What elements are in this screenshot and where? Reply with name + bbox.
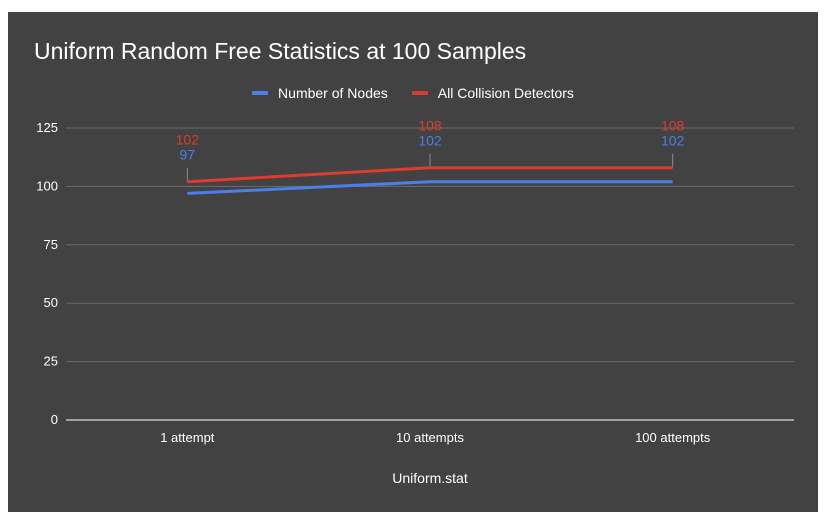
legend-item-nodes: Number of Nodes [252, 85, 388, 101]
data-label: 102 [176, 132, 200, 148]
y-tick-label: 100 [36, 178, 58, 193]
y-tick-label: 0 [51, 412, 58, 427]
data-label: 102 [661, 133, 685, 149]
chart-plot: 0 25 50 75 100 125 1 attempt 10 attempts 100 att… [36, 118, 794, 486]
data-label: 108 [661, 118, 685, 134]
legend-item-collision: All Collision Detectors [411, 85, 574, 101]
legend-swatch-nodes [252, 91, 269, 95]
chart-title: Uniform Random Free Statistics at 100 Sa… [34, 38, 527, 64]
y-tick-label: 25 [44, 354, 58, 369]
x-tick-label: 100 attempts [635, 430, 711, 445]
y-tick-label: 125 [36, 120, 58, 135]
x-tick-label: 1 attempt [160, 430, 215, 445]
data-label: 102 [418, 133, 442, 149]
y-tick-label: 50 [44, 295, 58, 310]
data-label: 97 [180, 147, 196, 163]
x-axis-title: Uniform.stat [392, 470, 468, 486]
y-tick-label: 75 [44, 237, 58, 252]
legend-label-nodes: Number of Nodes [278, 85, 388, 101]
data-label: 108 [418, 118, 442, 134]
series-line-1 [187, 166, 673, 184]
series-line-0 [187, 180, 673, 195]
x-tick-label: 10 attempts [396, 430, 464, 445]
chart-frame: Uniform Random Free Statistics at 100 Sa… [8, 12, 818, 512]
legend-label-collision: All Collision Detectors [437, 85, 574, 101]
legend-swatch-collision [411, 91, 428, 95]
chart-legend: Number of Nodes All Collision Detectors [8, 85, 818, 101]
